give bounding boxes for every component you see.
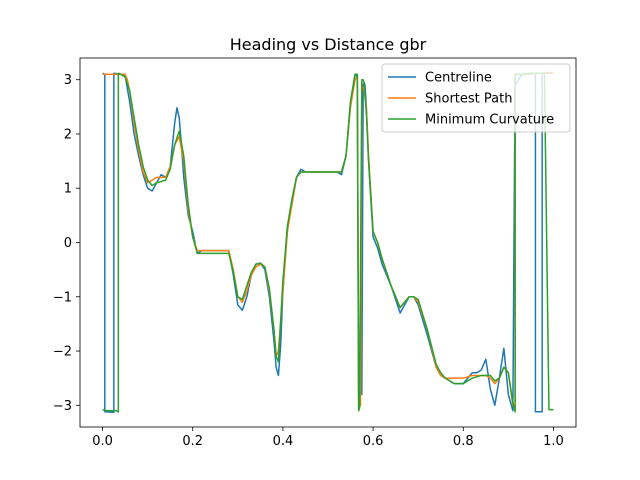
x-tick-label: 0.8 (453, 434, 474, 449)
x-tick-label: 0.6 (363, 434, 384, 449)
chart-title: Heading vs Distance gbr (230, 35, 427, 54)
y-tick-label: 1 (64, 182, 72, 197)
x-tick-label: 0.0 (92, 434, 113, 449)
x-tick-label: 0.2 (182, 434, 203, 449)
y-tick-label: −1 (53, 290, 72, 305)
y-tick-label: −3 (53, 399, 72, 414)
x-tick-label: 0.4 (273, 434, 294, 449)
y-tick-label: 2 (64, 127, 72, 142)
series-line-minimum-curvature (102, 72, 554, 413)
x-tick-label: 1.0 (543, 434, 564, 449)
legend-box (381, 63, 571, 133)
y-tick-label: 3 (64, 73, 72, 88)
legend: Centreline Shortest Path Minimum Curvature (381, 63, 571, 133)
y-tick-label: −2 (53, 345, 72, 360)
legend-label: Minimum Curvature (425, 113, 554, 128)
y-tick-label: 0 (64, 236, 72, 251)
legend-label: Shortest Path (425, 92, 512, 107)
axes: 0.0 0.2 0.4 0.6 0.8 1.0 −3 −2 −1 0 1 2 3 (53, 57, 577, 449)
plot-area (102, 71, 554, 414)
legend-label: Centreline (425, 71, 492, 86)
